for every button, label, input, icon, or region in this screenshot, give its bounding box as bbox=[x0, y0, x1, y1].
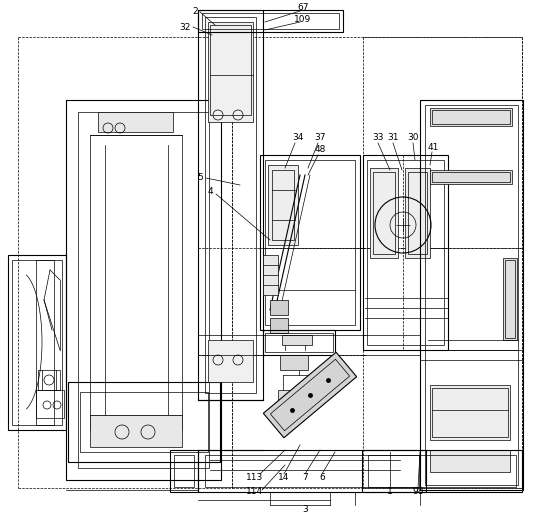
Text: 114: 114 bbox=[246, 488, 263, 496]
Text: 30: 30 bbox=[407, 133, 419, 143]
Bar bbox=[174, 455, 194, 487]
Text: 32: 32 bbox=[179, 23, 191, 32]
Bar bbox=[198, 450, 426, 492]
Bar bbox=[208, 22, 253, 122]
Bar bbox=[263, 330, 335, 355]
Text: 41: 41 bbox=[427, 144, 439, 153]
Bar bbox=[263, 255, 278, 295]
Bar bbox=[205, 455, 419, 487]
Bar bbox=[282, 335, 312, 345]
Bar bbox=[78, 112, 209, 468]
Text: 4: 4 bbox=[207, 188, 213, 196]
Bar bbox=[270, 300, 288, 315]
Bar bbox=[98, 112, 173, 132]
Bar bbox=[272, 170, 294, 240]
Bar bbox=[268, 165, 298, 245]
Bar bbox=[202, 13, 339, 29]
Bar bbox=[8, 255, 66, 430]
Bar bbox=[430, 450, 510, 472]
Bar bbox=[367, 160, 444, 345]
Bar bbox=[36, 260, 54, 425]
Text: 48: 48 bbox=[314, 145, 326, 155]
Text: 31: 31 bbox=[387, 133, 399, 143]
Bar bbox=[373, 172, 395, 254]
Bar bbox=[205, 17, 256, 393]
Polygon shape bbox=[263, 352, 357, 438]
Bar bbox=[90, 135, 182, 430]
Bar bbox=[210, 25, 251, 115]
Text: 7: 7 bbox=[302, 474, 308, 482]
Text: 109: 109 bbox=[294, 16, 312, 24]
Text: 3: 3 bbox=[302, 506, 308, 514]
Text: 14: 14 bbox=[278, 474, 290, 482]
Text: 6: 6 bbox=[319, 474, 325, 482]
Bar bbox=[265, 333, 333, 352]
Bar bbox=[408, 172, 427, 254]
Bar bbox=[430, 385, 510, 440]
Text: 113: 113 bbox=[246, 474, 264, 482]
Bar bbox=[90, 415, 182, 447]
Bar bbox=[362, 450, 522, 492]
Bar bbox=[80, 392, 208, 452]
Bar bbox=[260, 155, 360, 330]
Bar bbox=[505, 260, 515, 338]
Bar bbox=[370, 168, 398, 258]
Bar bbox=[278, 390, 320, 405]
Text: 98: 98 bbox=[412, 488, 424, 496]
Bar bbox=[425, 105, 518, 485]
Bar bbox=[265, 160, 355, 325]
Bar bbox=[198, 10, 343, 32]
Text: 37: 37 bbox=[314, 133, 326, 143]
Bar bbox=[270, 318, 288, 333]
Bar bbox=[363, 155, 448, 350]
Bar bbox=[208, 340, 253, 382]
Bar bbox=[432, 172, 510, 182]
Text: 67: 67 bbox=[297, 4, 309, 12]
Bar bbox=[503, 258, 517, 340]
Bar bbox=[405, 168, 430, 258]
Bar bbox=[36, 390, 64, 418]
Bar bbox=[432, 388, 508, 437]
Bar bbox=[38, 370, 60, 390]
Bar bbox=[420, 100, 523, 490]
Bar bbox=[12, 260, 62, 425]
Bar bbox=[198, 10, 263, 400]
Text: 34: 34 bbox=[292, 133, 304, 143]
Text: 5: 5 bbox=[197, 174, 203, 183]
Bar bbox=[66, 100, 221, 480]
Bar bbox=[430, 170, 512, 184]
Bar bbox=[68, 382, 220, 462]
Bar bbox=[432, 110, 510, 124]
Text: 2: 2 bbox=[192, 8, 198, 17]
Bar bbox=[368, 455, 516, 487]
Bar bbox=[170, 450, 198, 492]
Text: 33: 33 bbox=[372, 133, 384, 143]
Bar bbox=[280, 355, 308, 370]
Text: 1: 1 bbox=[387, 488, 393, 496]
Bar bbox=[430, 108, 512, 126]
